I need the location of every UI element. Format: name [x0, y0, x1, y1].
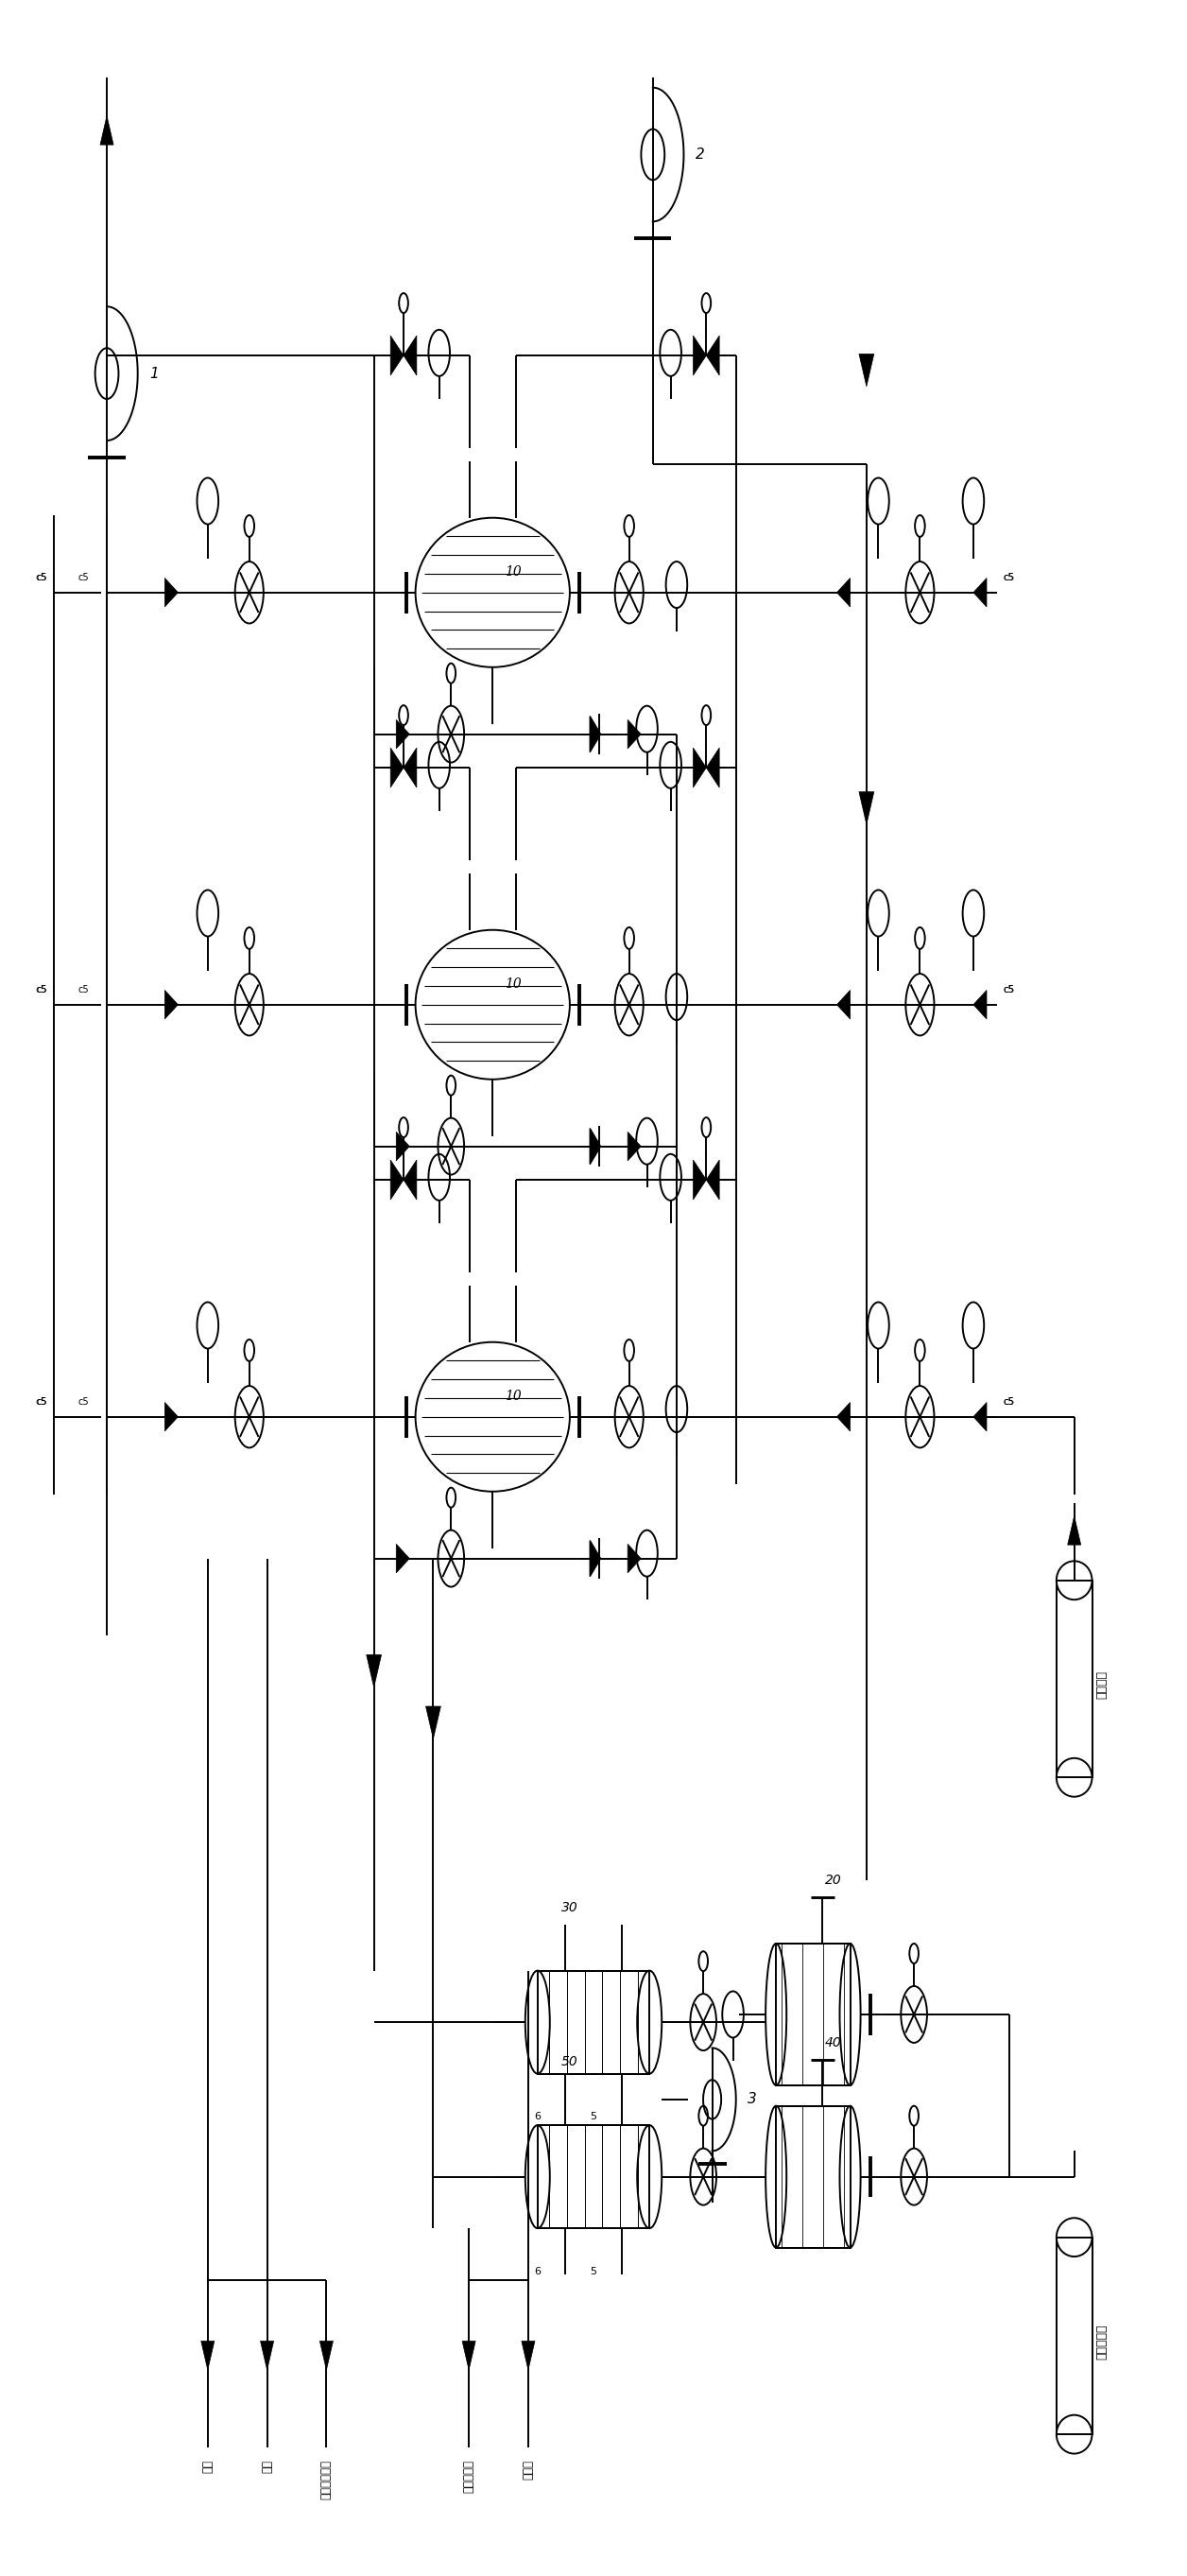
- Polygon shape: [859, 791, 874, 824]
- Polygon shape: [260, 2342, 274, 2370]
- Text: c5: c5: [36, 572, 47, 582]
- Polygon shape: [391, 747, 404, 788]
- Text: 6: 6: [534, 2267, 540, 2277]
- Text: c5: c5: [37, 984, 47, 994]
- Text: 10: 10: [504, 564, 521, 580]
- Polygon shape: [396, 1131, 410, 1162]
- Bar: [1056, 1579, 1092, 1777]
- Polygon shape: [706, 747, 719, 788]
- Bar: [538, 1971, 649, 2074]
- Text: 有机废气: 有机废气: [1096, 1669, 1107, 1700]
- Text: c5: c5: [1003, 572, 1015, 582]
- Polygon shape: [426, 1705, 440, 1739]
- Polygon shape: [165, 1401, 178, 1432]
- Polygon shape: [859, 353, 874, 386]
- Polygon shape: [404, 1159, 417, 1200]
- Text: c5: c5: [37, 1396, 47, 1406]
- Text: c5: c5: [36, 1396, 47, 1406]
- Text: c5: c5: [36, 984, 47, 994]
- Polygon shape: [590, 716, 601, 752]
- Text: c5: c5: [1003, 1396, 1015, 1406]
- Text: 3: 3: [748, 2092, 757, 2107]
- Bar: [1056, 2236, 1092, 2434]
- Polygon shape: [521, 2342, 535, 2370]
- Polygon shape: [462, 2342, 476, 2370]
- Polygon shape: [391, 335, 404, 376]
- Polygon shape: [319, 2342, 334, 2370]
- Text: 30: 30: [561, 1901, 578, 1914]
- Polygon shape: [201, 2342, 215, 2370]
- Polygon shape: [391, 1159, 404, 1200]
- Text: 50: 50: [561, 2056, 578, 2069]
- Text: 6: 6: [534, 2112, 540, 2123]
- Text: c5: c5: [1003, 984, 1014, 994]
- Polygon shape: [404, 747, 417, 788]
- Text: 冷却水: 冷却水: [522, 2460, 534, 2481]
- Polygon shape: [628, 1543, 641, 1574]
- Polygon shape: [1067, 1515, 1081, 1546]
- Text: 1: 1: [150, 366, 159, 381]
- Polygon shape: [693, 1159, 706, 1200]
- Polygon shape: [404, 335, 417, 376]
- Polygon shape: [165, 577, 178, 608]
- Polygon shape: [837, 989, 850, 1020]
- Polygon shape: [973, 989, 986, 1020]
- Text: 蜗气: 蜗气: [202, 2460, 214, 2473]
- Text: 5: 5: [590, 2267, 597, 2277]
- Text: c5: c5: [1003, 984, 1015, 994]
- Text: c5: c5: [78, 572, 89, 582]
- Text: 5: 5: [590, 2112, 597, 2123]
- Polygon shape: [837, 1401, 850, 1432]
- Polygon shape: [367, 1654, 381, 1687]
- Bar: [776, 2107, 850, 2246]
- Polygon shape: [165, 989, 178, 1020]
- Polygon shape: [693, 335, 706, 376]
- Polygon shape: [396, 719, 410, 750]
- Text: 冷凝液回收: 冷凝液回收: [1096, 2324, 1107, 2360]
- Polygon shape: [837, 577, 850, 608]
- Polygon shape: [396, 1543, 410, 1574]
- Text: c5: c5: [78, 984, 89, 994]
- Text: 冷却水回水: 冷却水回水: [463, 2460, 475, 2494]
- Polygon shape: [100, 116, 114, 144]
- Polygon shape: [973, 577, 986, 608]
- Text: c5: c5: [78, 1396, 89, 1406]
- Polygon shape: [706, 335, 719, 376]
- Polygon shape: [590, 1540, 601, 1577]
- Polygon shape: [590, 1128, 601, 1164]
- Text: c5: c5: [1003, 572, 1014, 582]
- Text: 20: 20: [825, 1873, 842, 1886]
- Text: 氮气: 氮气: [261, 2460, 273, 2473]
- Polygon shape: [628, 1131, 641, 1162]
- Polygon shape: [693, 747, 706, 788]
- Text: c5: c5: [1003, 1396, 1014, 1406]
- Text: 40: 40: [825, 2035, 842, 2050]
- Polygon shape: [706, 1159, 719, 1200]
- Polygon shape: [973, 1401, 986, 1432]
- Text: 10: 10: [504, 976, 521, 992]
- Bar: [776, 1942, 850, 2087]
- Text: c5: c5: [37, 572, 47, 582]
- Text: 蜗气凝液回流: 蜗气凝液回流: [320, 2460, 332, 2499]
- Text: 10: 10: [504, 1388, 521, 1404]
- Bar: [538, 2125, 649, 2228]
- Text: 2: 2: [696, 147, 705, 162]
- Polygon shape: [628, 719, 641, 750]
